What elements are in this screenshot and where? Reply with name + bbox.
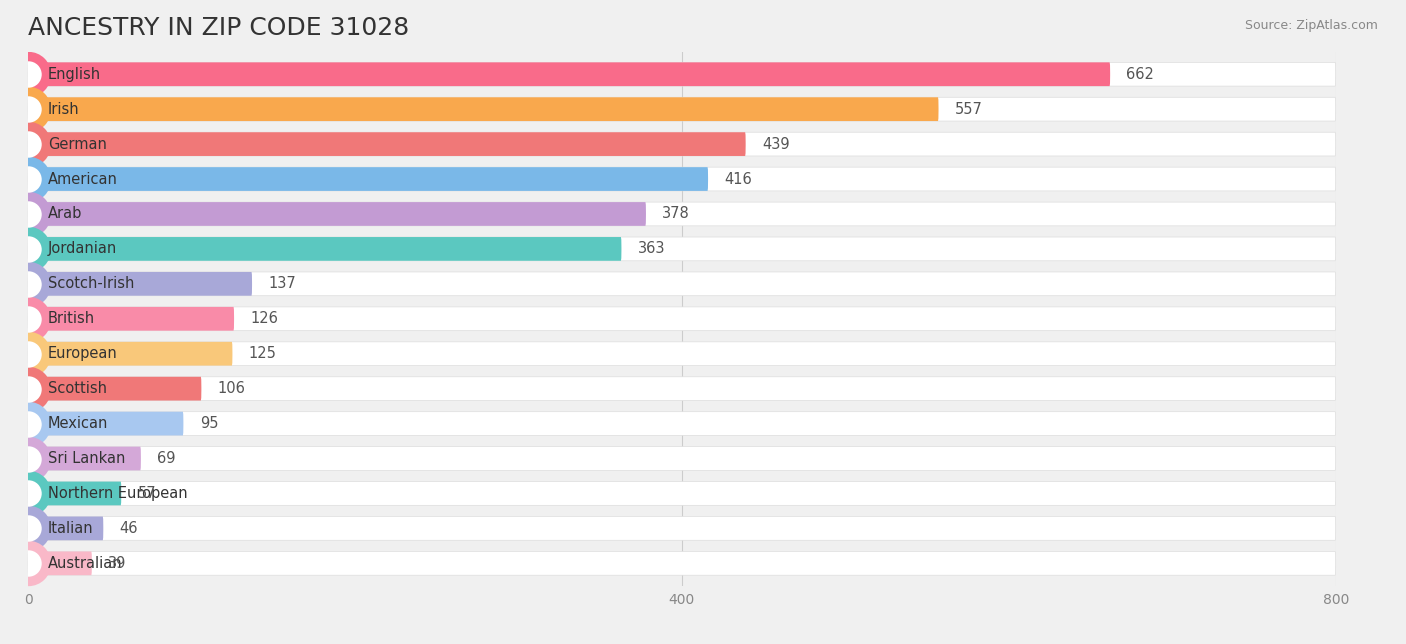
Text: Scotch-Irish: Scotch-Irish — [48, 276, 134, 291]
FancyBboxPatch shape — [28, 132, 745, 156]
Text: 125: 125 — [249, 346, 277, 361]
FancyBboxPatch shape — [28, 167, 709, 191]
FancyBboxPatch shape — [28, 167, 1336, 191]
Text: 363: 363 — [638, 242, 665, 256]
FancyBboxPatch shape — [28, 132, 1336, 156]
FancyBboxPatch shape — [28, 97, 939, 121]
Text: 416: 416 — [724, 171, 752, 187]
FancyBboxPatch shape — [28, 516, 1336, 540]
Text: 439: 439 — [762, 137, 790, 151]
Text: Australian: Australian — [48, 556, 122, 571]
FancyBboxPatch shape — [28, 62, 1336, 86]
Text: ANCESTRY IN ZIP CODE 31028: ANCESTRY IN ZIP CODE 31028 — [28, 16, 409, 40]
FancyBboxPatch shape — [28, 551, 1336, 575]
Text: 106: 106 — [218, 381, 246, 396]
Text: Arab: Arab — [48, 207, 82, 222]
FancyBboxPatch shape — [28, 272, 1336, 296]
FancyBboxPatch shape — [28, 551, 91, 575]
Text: Italian: Italian — [48, 521, 93, 536]
Text: British: British — [48, 311, 94, 327]
Text: 662: 662 — [1126, 67, 1154, 82]
FancyBboxPatch shape — [28, 202, 645, 226]
FancyBboxPatch shape — [28, 272, 252, 296]
Text: 95: 95 — [200, 416, 218, 431]
FancyBboxPatch shape — [28, 342, 232, 366]
Text: English: English — [48, 67, 101, 82]
Text: Scottish: Scottish — [48, 381, 107, 396]
FancyBboxPatch shape — [28, 307, 233, 330]
Text: 126: 126 — [250, 311, 278, 327]
Text: 137: 137 — [269, 276, 297, 291]
Text: Northern European: Northern European — [48, 486, 187, 501]
FancyBboxPatch shape — [28, 377, 1336, 401]
FancyBboxPatch shape — [28, 97, 1336, 121]
FancyBboxPatch shape — [28, 412, 1336, 435]
FancyBboxPatch shape — [28, 412, 183, 435]
FancyBboxPatch shape — [28, 447, 141, 470]
FancyBboxPatch shape — [28, 482, 1336, 506]
Text: Source: ZipAtlas.com: Source: ZipAtlas.com — [1244, 19, 1378, 32]
FancyBboxPatch shape — [28, 237, 621, 261]
Text: 557: 557 — [955, 102, 983, 117]
FancyBboxPatch shape — [28, 307, 1336, 330]
Text: 378: 378 — [662, 207, 690, 222]
FancyBboxPatch shape — [28, 62, 1111, 86]
FancyBboxPatch shape — [28, 202, 1336, 226]
FancyBboxPatch shape — [28, 516, 103, 540]
Text: Jordanian: Jordanian — [48, 242, 117, 256]
Text: 39: 39 — [108, 556, 127, 571]
Text: Sri Lankan: Sri Lankan — [48, 451, 125, 466]
FancyBboxPatch shape — [28, 482, 121, 506]
Text: Mexican: Mexican — [48, 416, 108, 431]
FancyBboxPatch shape — [28, 447, 1336, 470]
Text: 57: 57 — [138, 486, 156, 501]
Text: 69: 69 — [157, 451, 176, 466]
FancyBboxPatch shape — [28, 237, 1336, 261]
FancyBboxPatch shape — [28, 377, 201, 401]
Text: American: American — [48, 171, 118, 187]
Text: European: European — [48, 346, 118, 361]
FancyBboxPatch shape — [28, 342, 1336, 366]
Text: Irish: Irish — [48, 102, 79, 117]
Text: German: German — [48, 137, 107, 151]
Text: 46: 46 — [120, 521, 138, 536]
